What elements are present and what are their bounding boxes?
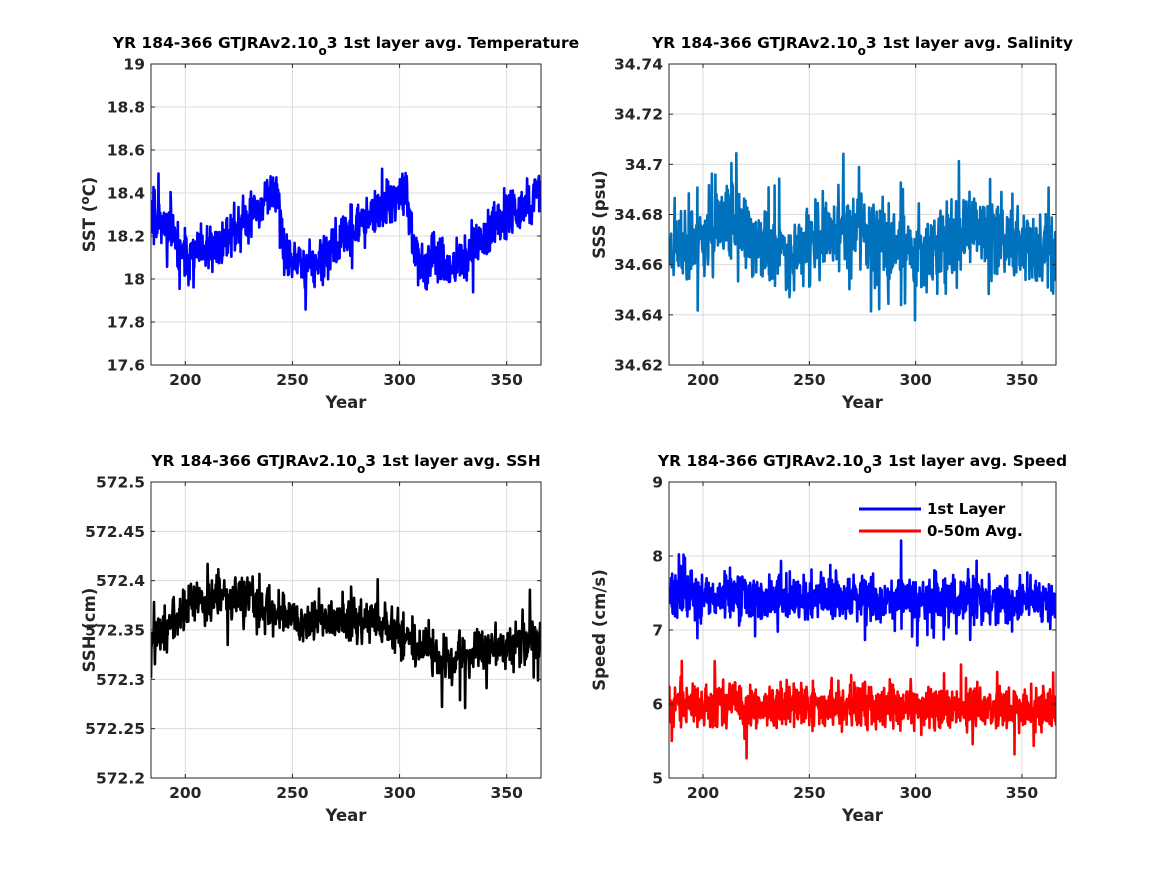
series-line-1 xyxy=(151,562,541,710)
y-tick-label: 17.6 xyxy=(107,357,145,375)
x-tick-label: 350 xyxy=(491,371,524,389)
x-axis-label: Year xyxy=(841,393,884,412)
x-tick-label: 250 xyxy=(793,784,826,802)
x-axis-label: Year xyxy=(325,806,368,825)
subplot-2: 200 250 300 350 34.62 34.64 34.66 34.68 34.7 34.7… xyxy=(590,34,1073,412)
subplot-3: 200 250 300 350572.2572.25572.3572.35572.45… xyxy=(80,452,542,825)
y-tick-label: 572.4 xyxy=(96,572,145,590)
chart-title: YR 184-366 GTJRAv2.10o3 1st layer avg. S… xyxy=(651,34,1073,58)
x-tick-label: 200 xyxy=(169,784,202,802)
x-tick-label: 200 xyxy=(687,784,720,802)
legend-label: 0-50m Avg. xyxy=(927,522,1023,540)
y-tick-label: 17.8 xyxy=(107,314,145,332)
chart-title: YR 184-366 GTJRAv2.10o3 1st layer avg. S… xyxy=(150,452,540,476)
y-tick-label: 34.74 xyxy=(614,56,663,74)
y-tick-label: 572.3 xyxy=(96,671,145,689)
y-tick-label: 34.66 xyxy=(614,256,663,274)
y-tick-label: 34.68 xyxy=(614,206,663,224)
y-tick-label: 18.4 xyxy=(107,185,145,203)
y-tick-label: 572.25 xyxy=(85,720,145,738)
y-tick-label: 572.5 xyxy=(96,474,145,492)
x-tick-label: 350 xyxy=(1006,371,1039,389)
series-line-1 xyxy=(669,152,1056,322)
y-axis-label: SSS (psu) xyxy=(590,170,609,258)
y-axis-label: SSH (cm) xyxy=(80,588,99,673)
y-tick-label: 5 xyxy=(652,770,663,788)
series-line-1st-layer xyxy=(669,539,1056,647)
y-tick-label: 572.2 xyxy=(96,770,145,788)
y-tick-label: 6 xyxy=(652,696,663,714)
legend-label: 1st Layer xyxy=(927,500,1006,518)
y-tick-label: 18.6 xyxy=(107,142,145,160)
subplot-1: 200 250 300 350 17.6 17.8 18 18.2 18.4 18.6 18.8 19… xyxy=(78,34,579,412)
x-axis-label: Year xyxy=(325,393,368,412)
chart-title: YR 184-366 GTJRAv2.10o3 1st layer avg. T… xyxy=(112,34,579,58)
subplot-panels: 200 250 300 350 17.6 17.8 18 18.2 18.4 18.6 18.8 19… xyxy=(78,34,1073,825)
x-tick-label: 300 xyxy=(383,371,416,389)
x-tick-label: 300 xyxy=(899,371,932,389)
subplot-4: 200 250 300 350 5 6 7 8 9YR 184-366 GTJRAv2.10o3… xyxy=(590,452,1067,825)
x-tick-label: 250 xyxy=(276,784,309,802)
y-tick-label: 572.35 xyxy=(85,622,145,640)
y-tick-label: 9 xyxy=(652,474,663,492)
plot-area xyxy=(151,64,541,365)
y-axis-label: Speed (cm/s) xyxy=(590,569,609,691)
x-tick-label: 250 xyxy=(276,371,309,389)
x-tick-label: 350 xyxy=(1006,784,1039,802)
axes-frame xyxy=(150,63,542,366)
y-tick-label: 34.64 xyxy=(614,306,663,324)
x-tick-label: 250 xyxy=(793,371,826,389)
y-tick-label: 8 xyxy=(652,548,663,566)
y-tick-label: 18 xyxy=(123,271,145,289)
y-tick-label: 34.62 xyxy=(614,357,663,375)
series-line-1 xyxy=(151,167,541,311)
x-tick-label: 200 xyxy=(169,371,202,389)
y-tick-label: 572.45 xyxy=(85,523,145,541)
x-tick-label: 200 xyxy=(687,371,720,389)
y-tick-label: 18.8 xyxy=(107,99,145,117)
y-tick-label: 34.7 xyxy=(625,156,663,174)
x-tick-label: 300 xyxy=(899,784,932,802)
y-tick-label: 7 xyxy=(652,622,663,640)
x-axis-label: Year xyxy=(841,806,884,825)
x-tick-label: 300 xyxy=(383,784,416,802)
chart-title: YR 184-366 GTJRAv2.10o3 1st layer avg. S… xyxy=(657,452,1067,476)
y-axis-label: SST (oC) xyxy=(78,177,99,252)
legend: 1st Layer 0-50m Avg. xyxy=(859,500,1023,540)
x-tick-label: 350 xyxy=(491,784,524,802)
y-tick-label: 34.72 xyxy=(614,106,663,124)
y-tick-label: 18.2 xyxy=(107,228,145,246)
series-line-0-50m-avg xyxy=(669,659,1056,760)
y-tick-label: 19 xyxy=(123,56,145,74)
